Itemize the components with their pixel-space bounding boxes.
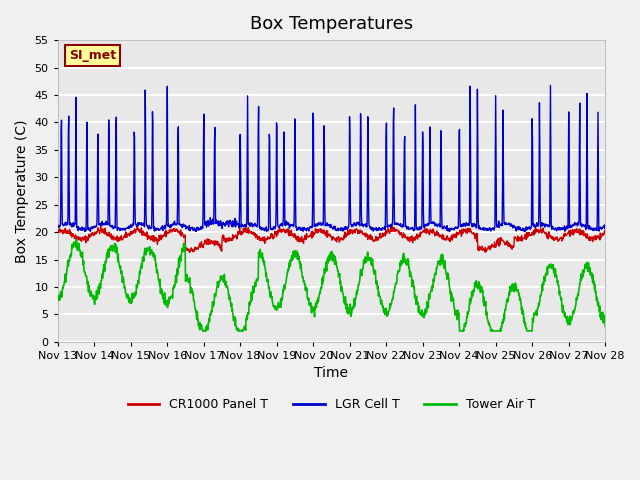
Tower Air T [163, 301, 170, 307]
Y-axis label: Box Temperature (C): Box Temperature (C) [15, 119, 29, 263]
LGR Cell T [488, 227, 496, 232]
CR1000 Panel T [186, 250, 193, 255]
CR1000 Panel T [176, 229, 184, 235]
Line: Tower Air T: Tower Air T [58, 240, 605, 331]
X-axis label: Time: Time [314, 367, 348, 381]
Text: SI_met: SI_met [68, 49, 116, 62]
CR1000 Panel T [54, 229, 61, 235]
LGR Cell T [602, 222, 609, 228]
CR1000 Panel T [163, 231, 170, 237]
Title: Box Temperatures: Box Temperatures [250, 15, 413, 33]
CR1000 Panel T [417, 229, 425, 235]
LGR Cell T [417, 226, 424, 232]
CR1000 Panel T [237, 229, 245, 235]
Line: CR1000 Panel T: CR1000 Panel T [58, 224, 605, 252]
Tower Air T [489, 328, 497, 334]
LGR Cell T [237, 224, 245, 230]
Legend: CR1000 Panel T, LGR Cell T, Tower Air T: CR1000 Panel T, LGR Cell T, Tower Air T [123, 394, 540, 417]
LGR Cell T [537, 224, 545, 230]
CR1000 Panel T [133, 221, 141, 227]
Tower Air T [199, 328, 207, 334]
Tower Air T [537, 293, 545, 299]
LGR Cell T [163, 217, 170, 223]
CR1000 Panel T [602, 228, 609, 234]
CR1000 Panel T [489, 243, 497, 249]
LGR Cell T [54, 223, 61, 229]
Tower Air T [176, 257, 184, 263]
LGR Cell T [81, 228, 88, 234]
Line: LGR Cell T: LGR Cell T [58, 85, 605, 231]
Tower Air T [602, 324, 609, 329]
LGR Cell T [176, 222, 184, 228]
CR1000 Panel T [537, 226, 545, 232]
Tower Air T [237, 328, 245, 334]
LGR Cell T [547, 83, 554, 88]
Tower Air T [417, 312, 425, 318]
Tower Air T [54, 293, 61, 299]
Tower Air T [72, 237, 80, 242]
